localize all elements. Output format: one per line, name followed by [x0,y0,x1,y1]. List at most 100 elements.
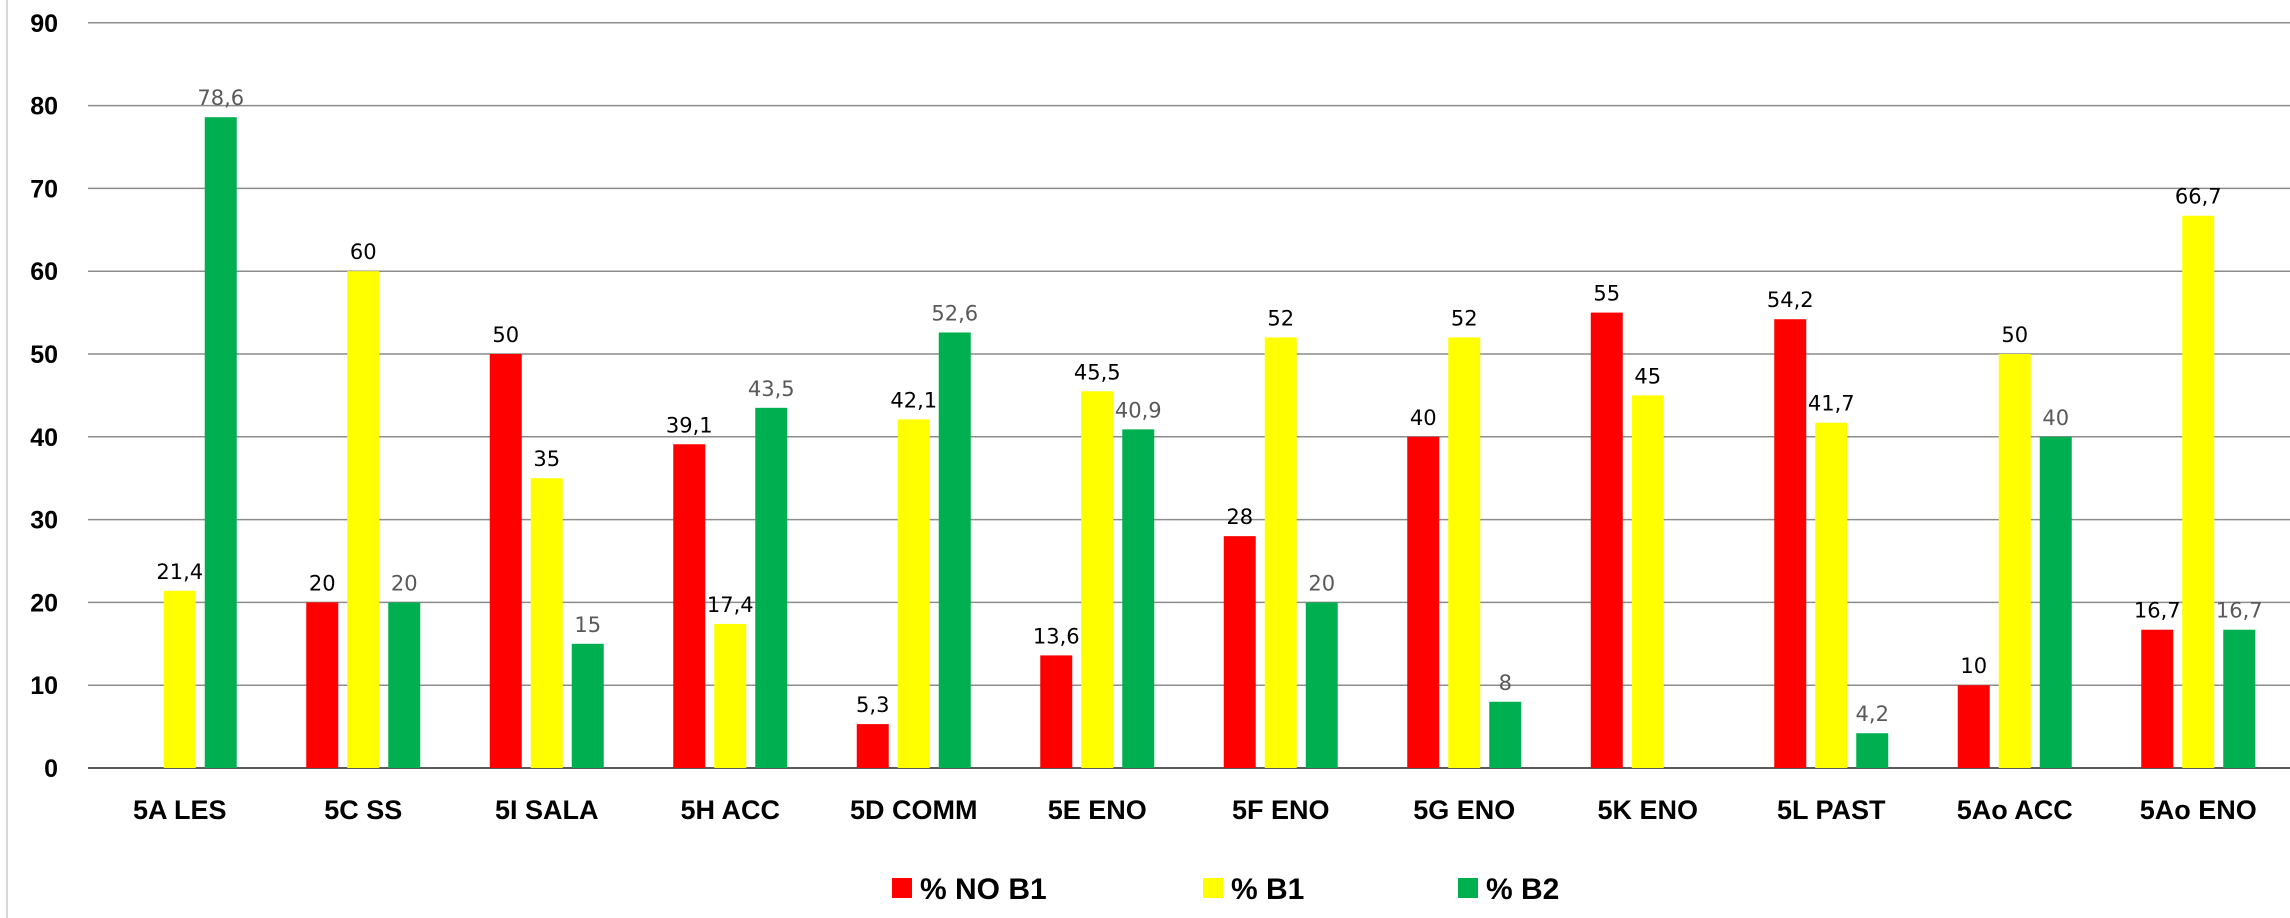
bars [163,117,2256,768]
x-tick-label: 5D COMM [850,795,978,825]
data-label: 28 [1226,505,1253,529]
data-label: 4,2 [1856,702,1889,726]
bar-b1 [1264,337,1297,768]
legend-label: % B1 [1231,873,1304,906]
data-label: 20 [1308,571,1335,595]
legend: % NO B1 % B1 % B2 [892,873,1559,906]
bar-b2 [1305,602,1338,768]
bar-b1 [714,623,747,768]
data-label: 41,7 [1808,392,1855,416]
bar-no-b1 [1957,685,1990,768]
gridlines [88,22,2290,769]
bar-no-b1 [1774,319,1807,768]
data-label: 60 [350,240,377,264]
x-tick-label: 5L PAST [1777,795,1886,825]
bar-b1 [163,590,196,768]
data-labels: 21,4 78,6 20 60 20 50 35 15 39,1 17,4 43,5 5,3 42,1 5… [156,86,2262,726]
bar-b1 [530,478,563,768]
y-tick-label: 90 [30,10,58,38]
data-label: 20 [391,571,418,595]
bar-no-b1 [1223,536,1256,768]
data-label: 45 [1634,364,1661,388]
legend-label: % B2 [1486,873,1559,906]
y-tick-label: 20 [30,589,58,617]
bar-b2 [755,407,788,768]
bar-b1 [2182,215,2215,768]
bar-no-b1 [856,724,889,768]
data-label: 52 [1451,306,1478,330]
y-axis-ticks: 0 10 20 30 40 50 60 70 80 90 [30,10,58,783]
x-tick-label: 5Ao ENO [2140,795,2257,825]
data-label: 35 [533,447,560,471]
x-axis-ticks: 5A LES 5C SS 5I SALA 5H ACC 5D COMM 5E ENO 5F … [133,795,2257,825]
bar-b2 [1856,733,1889,768]
x-tick-label: 5C SS [324,795,402,825]
bar-b2 [388,602,421,768]
data-label: 5,3 [856,693,889,717]
data-label: 10 [1960,654,1987,678]
x-tick-label: 5F ENO [1232,795,1330,825]
bar-no-b1 [673,444,706,768]
data-label: 20 [309,571,336,595]
bar-b2 [1489,701,1522,768]
x-tick-label: 5I SALA [495,795,599,825]
bar-b2 [2039,436,2072,768]
y-tick-label: 70 [30,175,58,203]
bar-b1 [1081,391,1114,768]
data-label: 16,7 [2216,599,2263,623]
data-label: 55 [1593,282,1620,306]
bar-b2 [2223,629,2256,768]
bar-b2 [938,332,971,768]
data-label: 42,1 [890,388,937,412]
x-tick-label: 5G ENO [1413,795,1515,825]
data-label: 40 [2042,406,2069,430]
x-tick-label: 5H ACC [680,795,780,825]
data-label: 40,9 [1115,398,1162,422]
bar-b1 [1631,395,1664,768]
data-label: 17,4 [707,593,754,617]
data-label: 45,5 [1074,360,1121,384]
y-tick-label: 30 [30,507,58,535]
data-label: 21,4 [156,560,203,584]
bar-b1 [1815,422,1848,768]
y-tick-label: 40 [30,424,58,452]
x-tick-label: 5Ao ACC [1957,795,2073,825]
legend-swatch [1458,878,1478,898]
bar-no-b1 [489,354,522,768]
y-tick-label: 60 [30,258,58,286]
legend-swatch [1203,878,1223,898]
chart-border [6,0,8,918]
y-tick-label: 0 [44,755,58,783]
x-tick-label: 5E ENO [1048,795,1147,825]
y-tick-label: 50 [30,341,58,369]
bar-no-b1 [1407,436,1440,768]
data-label: 50 [2001,323,2028,347]
bar-no-b1 [2141,629,2174,768]
bar-b2 [571,643,604,768]
bar-b1 [1998,354,2031,768]
data-label: 16,7 [2134,599,2181,623]
data-label: 43,5 [748,377,795,401]
data-label: 13,6 [1033,624,1080,648]
data-label: 15 [574,613,601,637]
bar-b2 [1122,429,1155,768]
y-tick-label: 10 [30,672,58,700]
bar-b1 [347,271,380,768]
data-label: 78,6 [197,86,244,110]
data-label: 50 [492,323,519,347]
data-label: 52,6 [931,301,978,325]
data-label: 54,2 [1767,288,1814,312]
bar-b2 [204,117,237,768]
bar-no-b1 [1590,312,1623,768]
bar-b1 [897,419,930,768]
x-tick-label: 5K ENO [1597,795,1698,825]
data-label: 40 [1410,406,1437,430]
data-label: 39,1 [666,413,713,437]
legend-label: % NO B1 [920,873,1047,906]
data-label: 52 [1267,306,1294,330]
bar-b1 [1448,337,1481,768]
y-tick-label: 80 [30,93,58,121]
x-tick-label: 5A LES [133,795,227,825]
